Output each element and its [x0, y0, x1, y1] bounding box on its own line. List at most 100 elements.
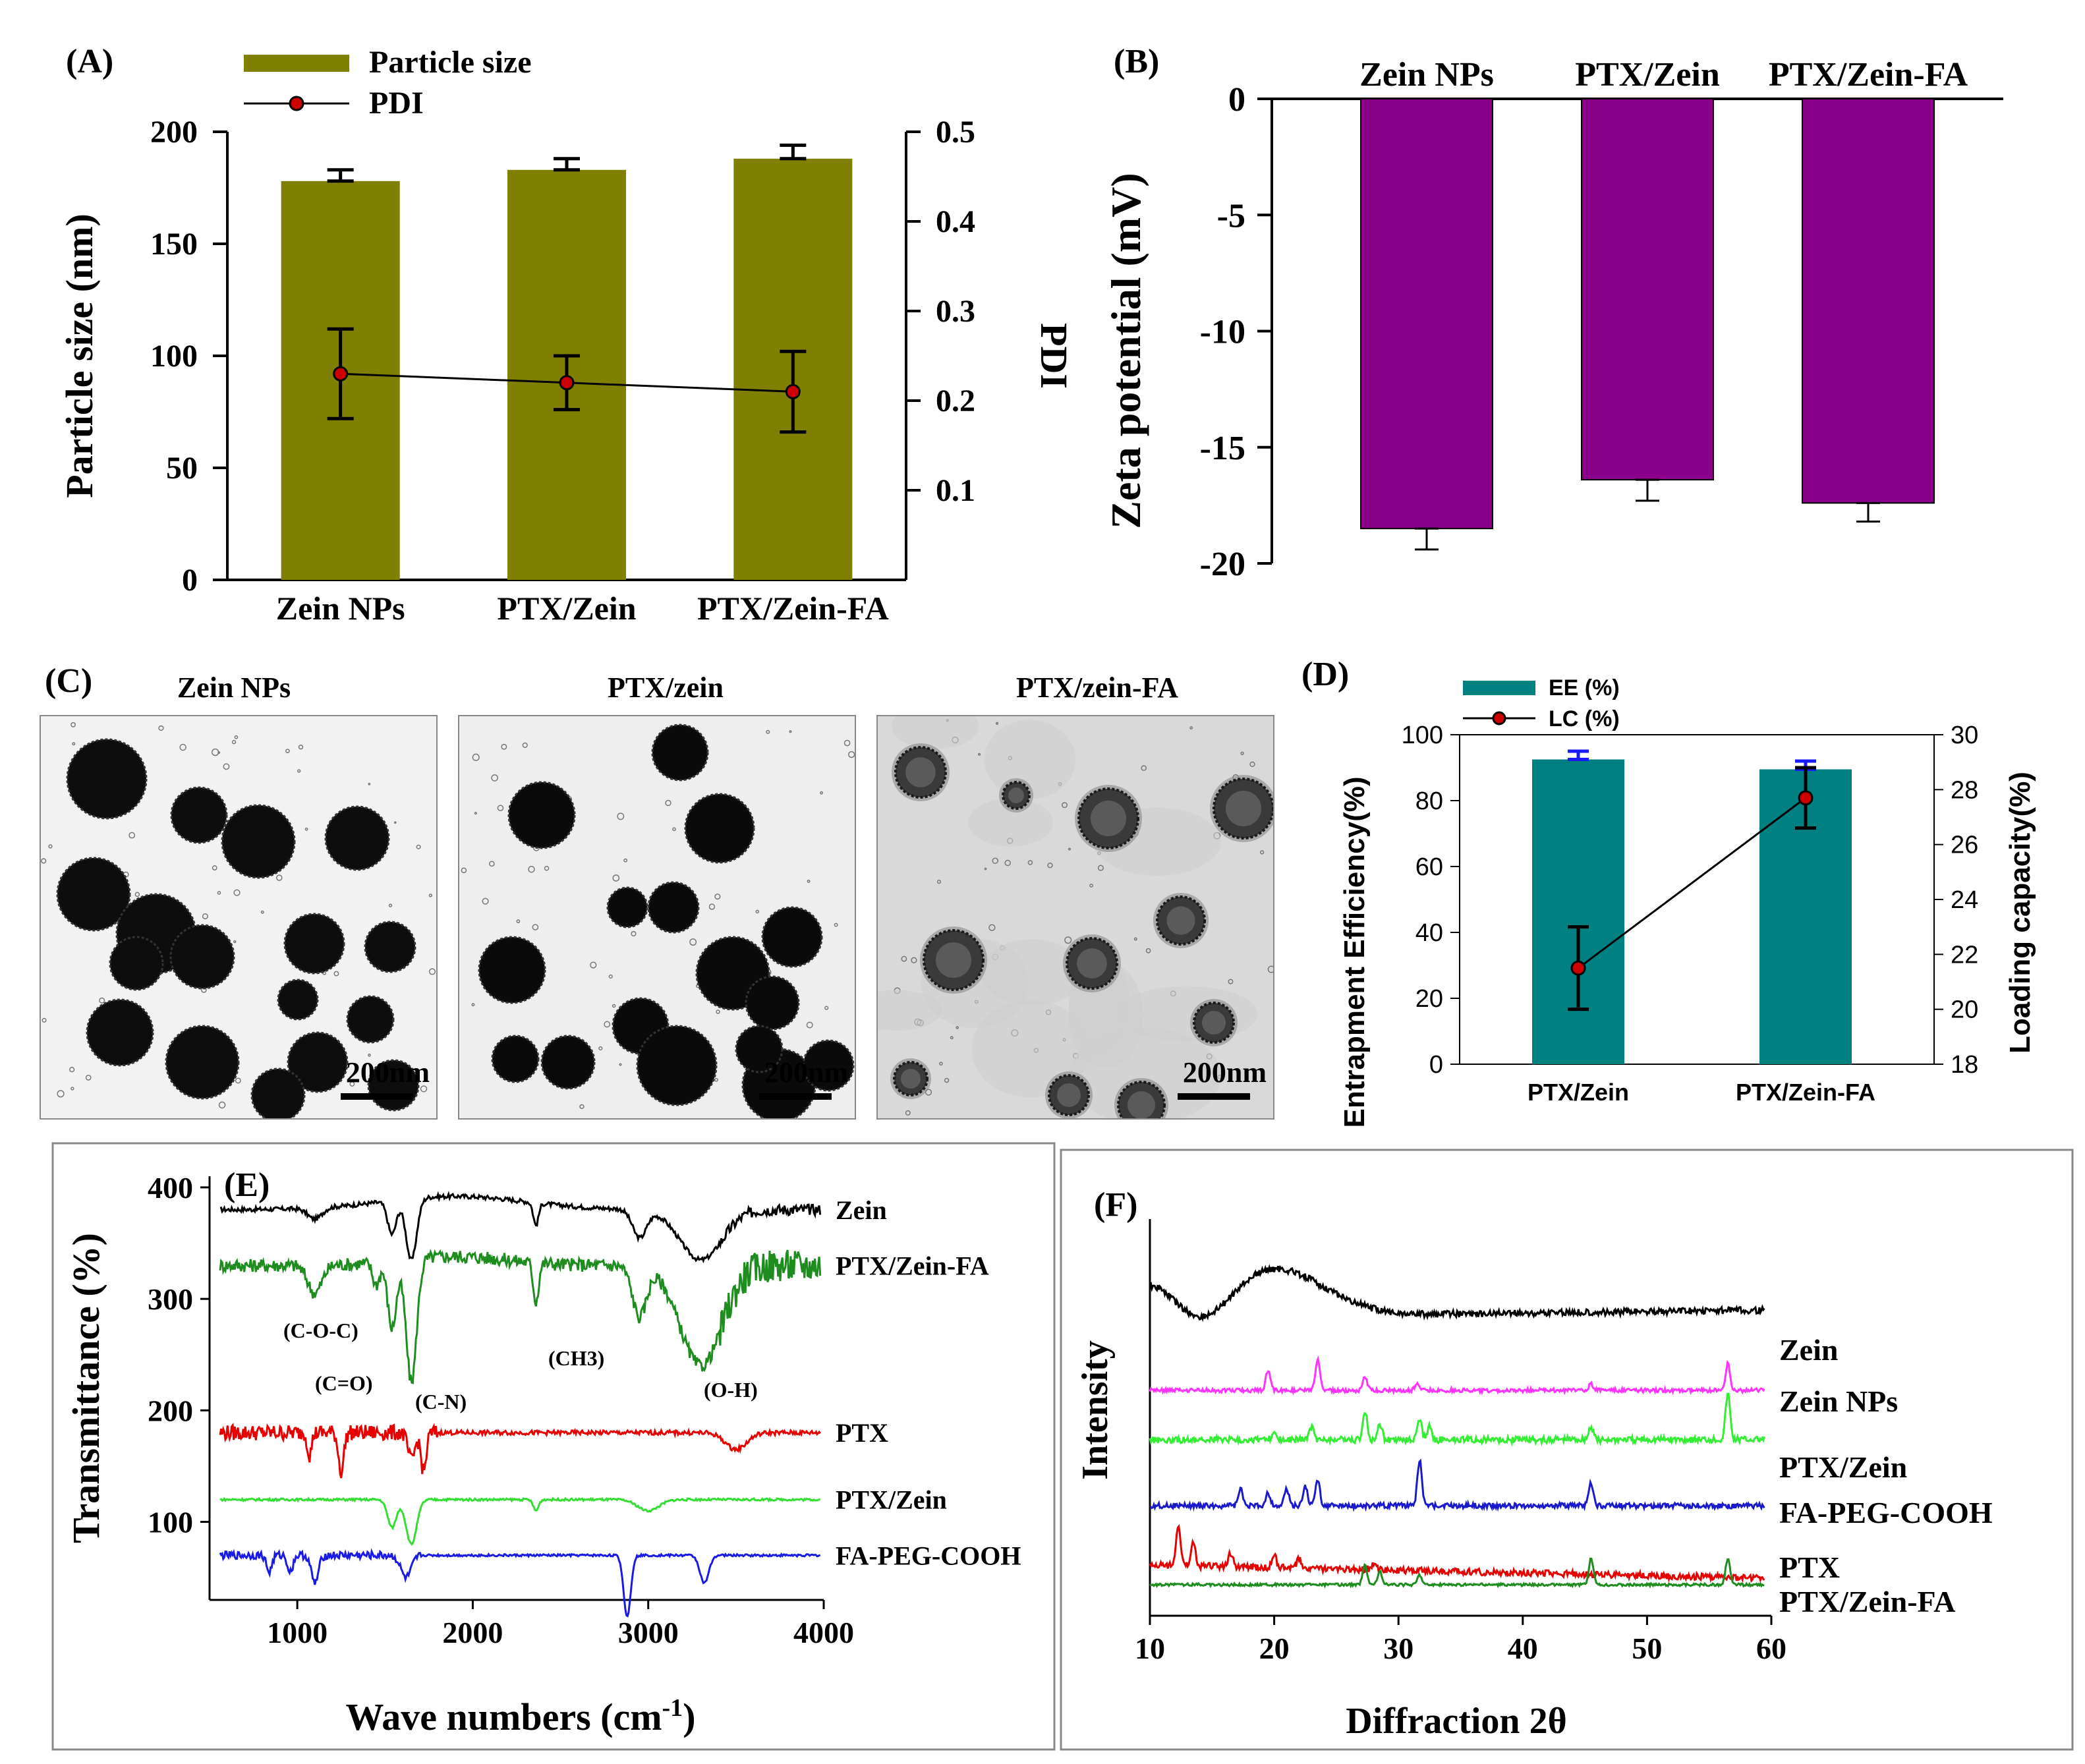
y-axis-label: Intensity: [1075, 1340, 1116, 1480]
y2-tick-label: 30: [1951, 722, 1978, 749]
tem-debris: [590, 961, 597, 969]
x-tick-label: 4000: [793, 1616, 854, 1649]
tem-label-ptx-zein: PTX/zein: [608, 671, 724, 704]
tem-debris: [1133, 937, 1137, 941]
tem-debris: [1240, 751, 1244, 755]
tem-debris: [297, 769, 301, 773]
series-label-0: Zein: [1779, 1333, 1838, 1367]
tem-debris: [218, 1101, 226, 1109]
tem-debris: [472, 753, 480, 761]
x-tick-label: 20: [1259, 1632, 1290, 1665]
tem-debris: [1145, 948, 1151, 953]
tem-debris: [766, 729, 770, 734]
peak-annotation: (C-O-C): [283, 1319, 358, 1342]
tem-debris: [428, 968, 436, 975]
x-axis-label: Diffraction 2θ: [1346, 1701, 1567, 1742]
tem-particle-core: [901, 1069, 921, 1089]
tem-debris: [1068, 847, 1071, 851]
tem-debris: [322, 971, 326, 975]
chart-f: 10 20 30 40 50 60 Diffraction 2θ Intensity Zein Z…: [1075, 1219, 1993, 1742]
y-tick-label: 200: [148, 1394, 193, 1427]
tem-particle: [221, 804, 296, 879]
x-tick-label: PTX/Zein-FA: [697, 590, 889, 627]
tem-debris: [233, 889, 241, 896]
tem-debris: [1004, 859, 1011, 867]
pattern-ptx-zein: [1149, 1392, 1765, 1447]
series-label-3: PTX/Zein: [836, 1485, 947, 1515]
tem-debris: [1097, 865, 1104, 871]
y-tick-label: 60: [1415, 853, 1443, 881]
tem-debris: [936, 880, 942, 884]
y2-tick-label: 26: [1951, 832, 1978, 859]
legend-marker-pdi: [289, 96, 304, 111]
tem-debris: [482, 897, 489, 905]
tem-particle-core: [1008, 787, 1024, 803]
tem-debris: [416, 844, 421, 849]
y-axis-label: Entrapment Efficiency(%): [1338, 777, 1371, 1128]
tem-debris: [1089, 883, 1093, 888]
tem-debris: [1260, 850, 1265, 855]
panel-label-e: (E): [224, 1166, 270, 1204]
tem-debris: [393, 821, 397, 824]
tem-debris: [368, 782, 371, 785]
tem-debris: [950, 1036, 954, 1040]
tem-debris: [211, 748, 219, 756]
y-tick-label: 0: [1429, 1051, 1443, 1079]
tem-particle: [283, 913, 345, 975]
plot-frame: [1459, 734, 1935, 1065]
tem-debris: [428, 894, 433, 897]
tem-debris: [217, 891, 221, 895]
panel-label-d: (D): [1301, 656, 1349, 693]
y2-tick-label: 22: [1951, 941, 1978, 969]
y-tick-label: 0: [1228, 81, 1245, 119]
category-label: PTX/Zein: [1575, 56, 1720, 94]
y-axis-label: Transmittance (%): [65, 1233, 107, 1543]
tem-debris: [260, 910, 264, 914]
tem-debris: [716, 1010, 720, 1014]
tem-debris: [992, 857, 999, 865]
tem-debris: [233, 940, 237, 944]
tem-debris: [223, 763, 230, 770]
tem-debris: [631, 930, 637, 937]
tem-debris: [497, 805, 504, 811]
y-tick-label: 200: [150, 115, 198, 150]
legend-label-pdi: PDI: [369, 86, 424, 121]
tem-particle: [324, 805, 390, 871]
spectrum-ptx-zein-fa: [219, 1249, 822, 1384]
chart-a: 0 50 100 150 200 0.1 0.2 0.3 0.4 0.5 Zein NPs PTX/Z…: [58, 45, 1075, 627]
tem-debris: [604, 1021, 611, 1028]
legend-label-lc: LC (%): [1549, 706, 1620, 731]
y-axis-label: Particle size (nm): [58, 213, 101, 498]
tem-label-zein-nps: Zein NPs: [177, 671, 291, 704]
y-tick-label: 400: [148, 1171, 193, 1205]
tem-particle: [277, 979, 319, 1021]
y2-tick-label: 0.5: [936, 115, 975, 150]
tem-debris: [755, 909, 760, 914]
tem-debris: [275, 874, 283, 881]
tem-debris: [474, 811, 477, 815]
tem-debris: [598, 1046, 603, 1051]
tem-debris: [820, 791, 824, 795]
tem-debris: [1061, 802, 1068, 809]
tem-debris: [158, 725, 164, 731]
peak-annotation: (C=O): [315, 1371, 373, 1395]
tem-debris: [806, 1021, 813, 1029]
x-tick-label: 60: [1756, 1632, 1786, 1665]
tem-debris: [1047, 863, 1053, 868]
y2-tick-label: 24: [1951, 886, 1978, 914]
tem-debris: [807, 879, 811, 883]
y2-tick-label: 0.4: [936, 204, 975, 239]
tem-debris: [304, 827, 308, 831]
tem-debris: [235, 1077, 241, 1084]
tem-debris: [714, 894, 721, 900]
series-label-1: PTX/Zein-FA: [836, 1251, 989, 1280]
y2-tick-label: 28: [1951, 776, 1978, 804]
tem-scale-bar-label: 200nm: [764, 1056, 848, 1089]
tem-particle: [647, 881, 700, 934]
tem-debris: [612, 1004, 616, 1008]
tem-stain: [968, 798, 1054, 847]
peak-annotation: (CH3): [548, 1346, 604, 1370]
tem-debris: [461, 867, 467, 874]
x-tick-label: 40: [1508, 1632, 1538, 1665]
tem-debris: [789, 730, 792, 733]
